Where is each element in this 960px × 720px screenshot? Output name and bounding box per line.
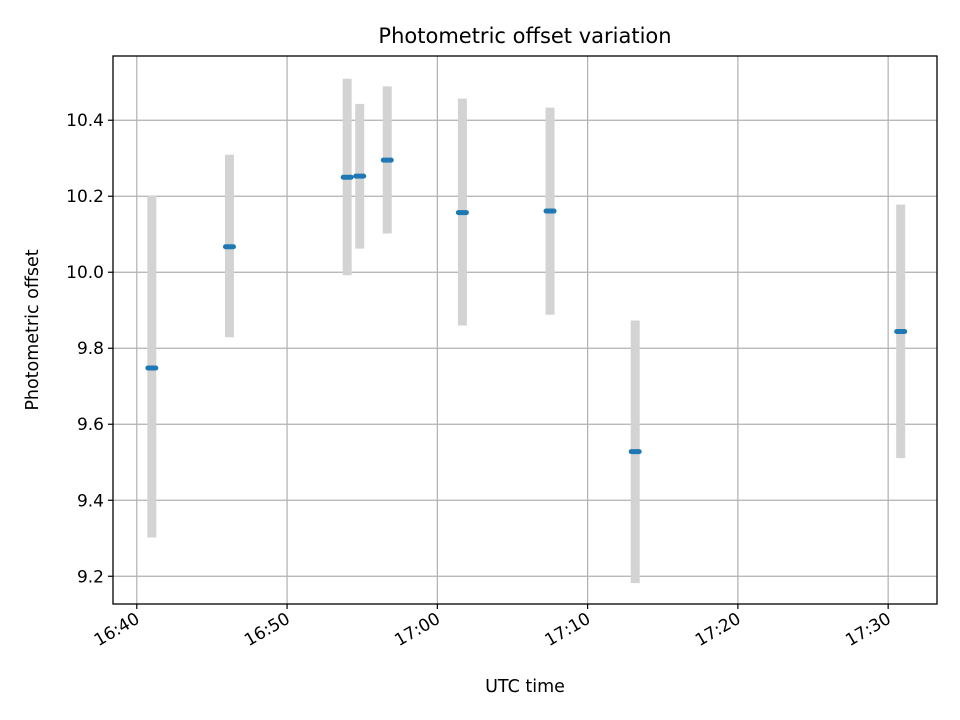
y-tick-label: 10.4	[66, 111, 104, 131]
y-tick-label: 10.0	[66, 263, 104, 283]
data-markers	[145, 157, 908, 455]
y-tick-label: 10.2	[66, 187, 104, 207]
plot-frame	[112, 55, 938, 605]
y-tick-label: 9.2	[77, 567, 104, 587]
y-axis-title: Photometric offset	[23, 249, 43, 410]
chart-title: Photometric offset variation	[378, 24, 671, 48]
y-tick-label: 9.4	[77, 491, 104, 511]
y-tick-label: 9.8	[77, 339, 104, 359]
y-axis: 9.2 9.4 9.6 9.8 10.0 10.2 10.4	[66, 111, 113, 587]
y-tick-label: 9.6	[77, 415, 104, 435]
x-axis-title: UTC time	[485, 677, 565, 697]
grid	[113, 56, 937, 604]
